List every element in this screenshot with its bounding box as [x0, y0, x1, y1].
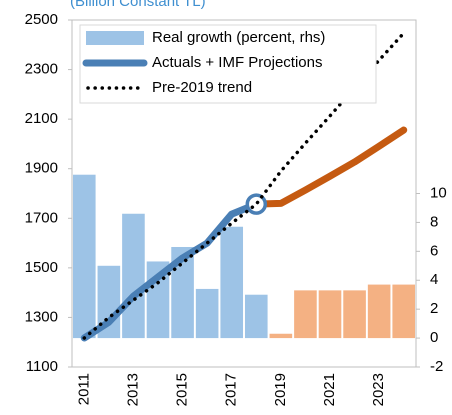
- bar: [318, 290, 342, 339]
- y-tick-label: 1900: [25, 160, 58, 177]
- x-tick-label: 2015: [174, 373, 191, 406]
- x-tick-label: 2023: [370, 373, 387, 406]
- y2-tick-label: 8: [430, 213, 438, 230]
- x-tick-label: 2013: [124, 373, 141, 406]
- bar: [294, 290, 317, 339]
- bar: [171, 246, 194, 339]
- legend-label: Actuals + IMF Projections: [152, 54, 322, 71]
- chart-title: (Billion Constant TL): [70, 0, 206, 10]
- y2-tick-label: 4: [430, 271, 438, 288]
- y-tick-label: 2300: [25, 61, 58, 78]
- x-tick-label: 2021: [321, 373, 338, 406]
- bar: [122, 213, 145, 339]
- bar: [269, 333, 293, 339]
- y2-tick-label: -2: [430, 358, 443, 375]
- bar: [72, 174, 96, 339]
- y2-tick-label: 0: [430, 329, 438, 346]
- legend-label: Real growth (percent, rhs): [152, 29, 325, 46]
- y-tick-label: 1500: [25, 259, 58, 276]
- x-tick-label: 2011: [75, 373, 92, 405]
- bar: [392, 284, 416, 339]
- bar: [220, 226, 244, 339]
- bar: [343, 290, 366, 339]
- y2-tick-label: 10: [430, 184, 447, 201]
- legend-swatch: [86, 31, 144, 45]
- y-tick-label: 1100: [26, 358, 58, 375]
- y-tick-label: 2500: [25, 11, 58, 28]
- projection-line: [252, 126, 408, 208]
- x-tick-label: 2017: [223, 373, 240, 406]
- bar: [195, 288, 219, 339]
- legend-label: Pre-2019 trend: [152, 79, 252, 96]
- y2-tick-label: 2: [430, 300, 438, 317]
- y-tick-label: 1700: [25, 209, 58, 226]
- y2-tick-label: 6: [430, 242, 438, 259]
- y-tick-label: 2100: [25, 110, 58, 127]
- bar: [367, 284, 391, 339]
- actuals-line: [80, 200, 260, 342]
- x-tick-label: 2019: [272, 373, 289, 406]
- bar: [244, 294, 268, 339]
- y-tick-label: 1300: [25, 308, 58, 325]
